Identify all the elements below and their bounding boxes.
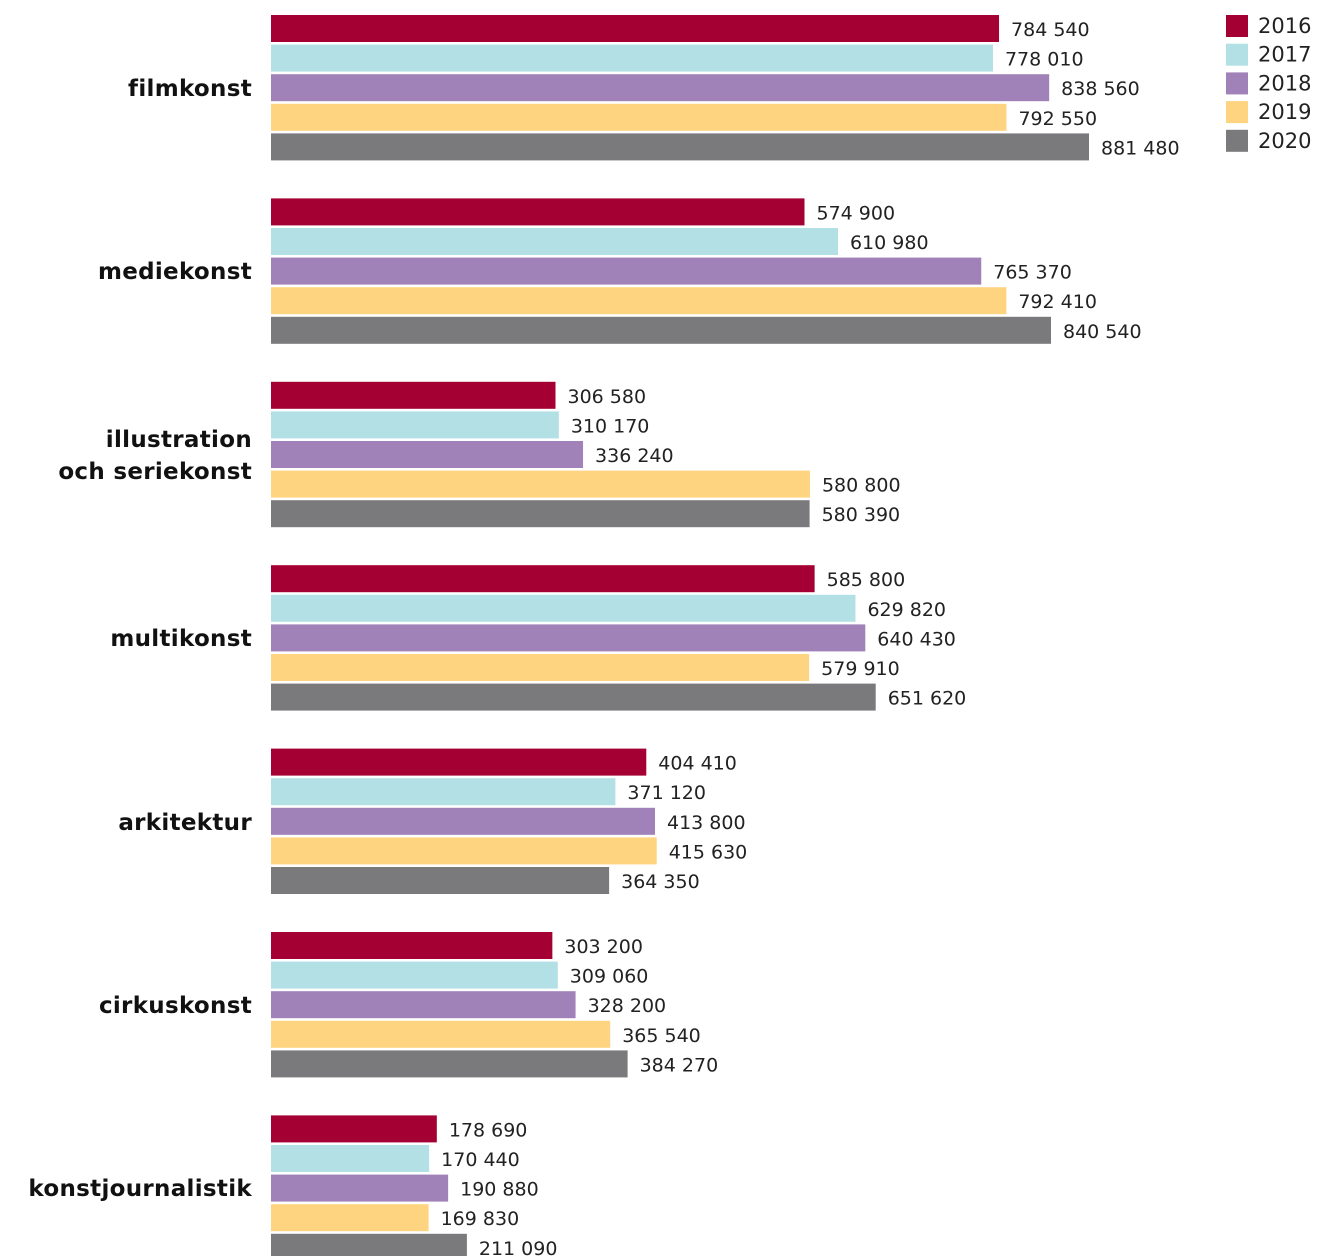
legend-swatch <box>1226 43 1248 66</box>
bar <box>271 654 810 681</box>
bar <box>271 594 856 622</box>
bar <box>271 500 810 528</box>
legend-label: 2020 <box>1258 129 1311 153</box>
bar <box>271 1145 430 1172</box>
data-label: 651 620 <box>888 688 967 710</box>
data-label: 610 980 <box>850 232 929 254</box>
legend-swatch <box>1226 15 1248 37</box>
bar <box>271 1174 449 1202</box>
bar <box>271 748 647 776</box>
bar <box>271 316 1052 344</box>
data-label: 336 240 <box>595 445 674 467</box>
bar <box>271 287 1007 315</box>
bar <box>271 1233 467 1256</box>
data-label: 169 830 <box>441 1208 520 1230</box>
data-label: 792 410 <box>1018 291 1097 313</box>
data-label: 840 540 <box>1063 321 1142 343</box>
data-label: 415 630 <box>669 841 748 863</box>
category-label: mediekonst <box>97 259 252 286</box>
data-label: 881 480 <box>1101 137 1180 159</box>
bar <box>271 411 559 439</box>
bar <box>271 1115 437 1143</box>
bar <box>271 103 1007 131</box>
bar <box>271 1204 429 1232</box>
bar <box>271 867 610 894</box>
bar <box>271 257 982 285</box>
legend-label: 2019 <box>1258 100 1311 124</box>
bar <box>271 198 805 226</box>
bar <box>271 778 616 806</box>
data-label: 413 800 <box>667 812 746 834</box>
legend-swatch <box>1226 101 1248 124</box>
legend-label: 2017 <box>1258 43 1311 67</box>
bar <box>271 44 993 72</box>
category-label: konstjournalistik <box>28 1176 252 1203</box>
data-label: 170 440 <box>441 1149 520 1171</box>
data-label: 765 370 <box>993 262 1072 284</box>
legend-label: 2016 <box>1258 14 1311 38</box>
data-label: 629 820 <box>867 599 946 621</box>
data-label: 580 800 <box>822 475 901 497</box>
category-label: illustration och seriekonst <box>58 426 252 485</box>
data-label: 309 060 <box>570 966 649 988</box>
category-label: filmkonst <box>128 76 252 102</box>
data-label: 365 540 <box>622 1025 701 1047</box>
legend-swatch <box>1226 72 1248 95</box>
bar <box>271 961 558 989</box>
data-label: 310 170 <box>571 415 650 437</box>
bar <box>271 381 556 409</box>
bar <box>271 807 656 835</box>
data-label: 574 900 <box>816 202 895 224</box>
category-label: arkitektur <box>118 809 252 836</box>
data-label: 178 690 <box>449 1119 528 1141</box>
data-label: 838 560 <box>1061 78 1140 100</box>
bar <box>271 932 553 959</box>
data-label: 190 880 <box>460 1179 539 1201</box>
bar <box>271 1020 611 1048</box>
data-label: 580 390 <box>822 504 901 526</box>
bar <box>271 624 866 652</box>
bar <box>271 837 657 865</box>
bar <box>271 1050 628 1078</box>
data-label: 364 350 <box>621 871 700 893</box>
data-label: 328 200 <box>588 995 667 1017</box>
data-label: 778 010 <box>1005 49 1084 71</box>
data-label: 784 540 <box>1011 19 1090 41</box>
data-label: 792 550 <box>1018 108 1097 130</box>
legend-label: 2018 <box>1258 71 1311 95</box>
bar <box>271 683 876 711</box>
data-label: 404 410 <box>658 753 737 775</box>
category-label: multikonst <box>110 626 252 653</box>
bar <box>271 15 1000 42</box>
data-label: 371 120 <box>627 782 706 804</box>
bar <box>271 133 1089 161</box>
data-label: 585 800 <box>827 569 906 591</box>
bar <box>271 228 838 255</box>
data-label: 579 910 <box>821 658 900 680</box>
bar <box>271 470 810 498</box>
bar <box>271 441 584 468</box>
data-label: 211 090 <box>479 1238 558 1256</box>
bar <box>271 991 576 1019</box>
legend-swatch <box>1226 129 1248 152</box>
data-label: 306 580 <box>568 386 647 408</box>
data-label: 384 270 <box>640 1054 719 1076</box>
data-label: 303 200 <box>564 936 643 958</box>
category-label: cirkuskonst <box>98 993 252 1019</box>
bar <box>271 74 1050 102</box>
bar <box>271 565 815 593</box>
data-label: 640 430 <box>877 628 956 650</box>
